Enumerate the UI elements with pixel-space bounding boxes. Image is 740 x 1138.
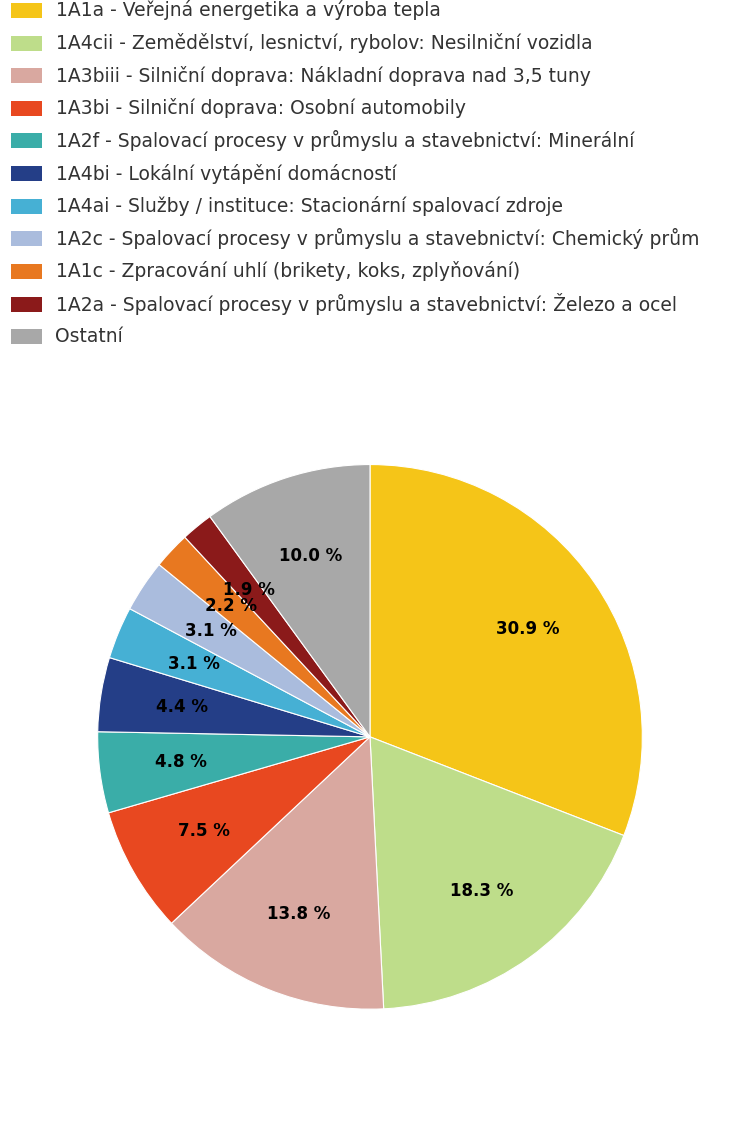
- Text: 1A2f - Spalovací procesy v průmyslu a stavebnictví: Minerální: 1A2f - Spalovací procesy v průmyslu a st…: [56, 131, 634, 151]
- Wedge shape: [172, 737, 383, 1009]
- FancyBboxPatch shape: [11, 166, 42, 181]
- Text: 1A2a - Spalovací procesy v průmyslu a stavebnictví: Železo a ocel: 1A2a - Spalovací procesy v průmyslu a st…: [56, 294, 676, 315]
- Wedge shape: [159, 537, 370, 737]
- Text: 1A4bi - Lokální vytápění domácností: 1A4bi - Lokální vytápění domácností: [56, 164, 396, 183]
- Text: 1A2c - Spalovací procesy v průmyslu a stavebnictví: Chemický prům: 1A2c - Spalovací procesy v průmyslu a st…: [56, 229, 699, 249]
- Text: 1A3bi - Silniční doprava: Osobní automobily: 1A3bi - Silniční doprava: Osobní automob…: [56, 98, 465, 118]
- Text: 1A3biii - Silniční doprava: Nákladní doprava nad 3,5 tuny: 1A3biii - Silniční doprava: Nákladní dop…: [56, 66, 591, 85]
- Text: 7.5 %: 7.5 %: [178, 823, 230, 840]
- Text: 4.8 %: 4.8 %: [155, 753, 207, 770]
- Text: 1A1a - Veřejná energetika a výroba tepla: 1A1a - Veřejná energetika a výroba tepla: [56, 0, 440, 20]
- FancyBboxPatch shape: [11, 101, 42, 116]
- Wedge shape: [185, 517, 370, 737]
- Text: 18.3 %: 18.3 %: [450, 882, 514, 900]
- Wedge shape: [130, 564, 370, 737]
- Text: 3.1 %: 3.1 %: [186, 622, 238, 641]
- Text: Ostatní: Ostatní: [56, 328, 124, 346]
- FancyBboxPatch shape: [11, 329, 42, 344]
- Wedge shape: [109, 737, 370, 923]
- Text: 10.0 %: 10.0 %: [280, 546, 343, 564]
- Wedge shape: [370, 737, 624, 1008]
- FancyBboxPatch shape: [11, 297, 42, 312]
- Text: 1.9 %: 1.9 %: [223, 580, 275, 599]
- FancyBboxPatch shape: [11, 199, 42, 214]
- Text: 3.1 %: 3.1 %: [168, 654, 220, 673]
- Wedge shape: [110, 609, 370, 737]
- Text: 2.2 %: 2.2 %: [205, 597, 257, 616]
- FancyBboxPatch shape: [11, 133, 42, 148]
- Text: 13.8 %: 13.8 %: [267, 905, 330, 923]
- Text: 1A4cii - Zemědělství, lesnictví, rybolov: Nesilniční vozidla: 1A4cii - Zemědělství, lesnictví, rybolov…: [56, 33, 592, 53]
- FancyBboxPatch shape: [11, 35, 42, 50]
- Wedge shape: [98, 658, 370, 737]
- Text: 1A1c - Zpracování uhlí (brikety, koks, zplyňování): 1A1c - Zpracování uhlí (brikety, koks, z…: [56, 262, 519, 281]
- FancyBboxPatch shape: [11, 68, 42, 83]
- FancyBboxPatch shape: [11, 264, 42, 279]
- Wedge shape: [370, 464, 642, 835]
- Wedge shape: [98, 732, 370, 813]
- Text: 1A4ai - Služby / instituce: Stacionární spalovací zdroje: 1A4ai - Služby / instituce: Stacionární …: [56, 196, 562, 216]
- Wedge shape: [210, 464, 370, 737]
- Text: 4.4 %: 4.4 %: [155, 698, 208, 716]
- Text: 30.9 %: 30.9 %: [496, 620, 559, 638]
- FancyBboxPatch shape: [11, 3, 42, 18]
- FancyBboxPatch shape: [11, 231, 42, 246]
